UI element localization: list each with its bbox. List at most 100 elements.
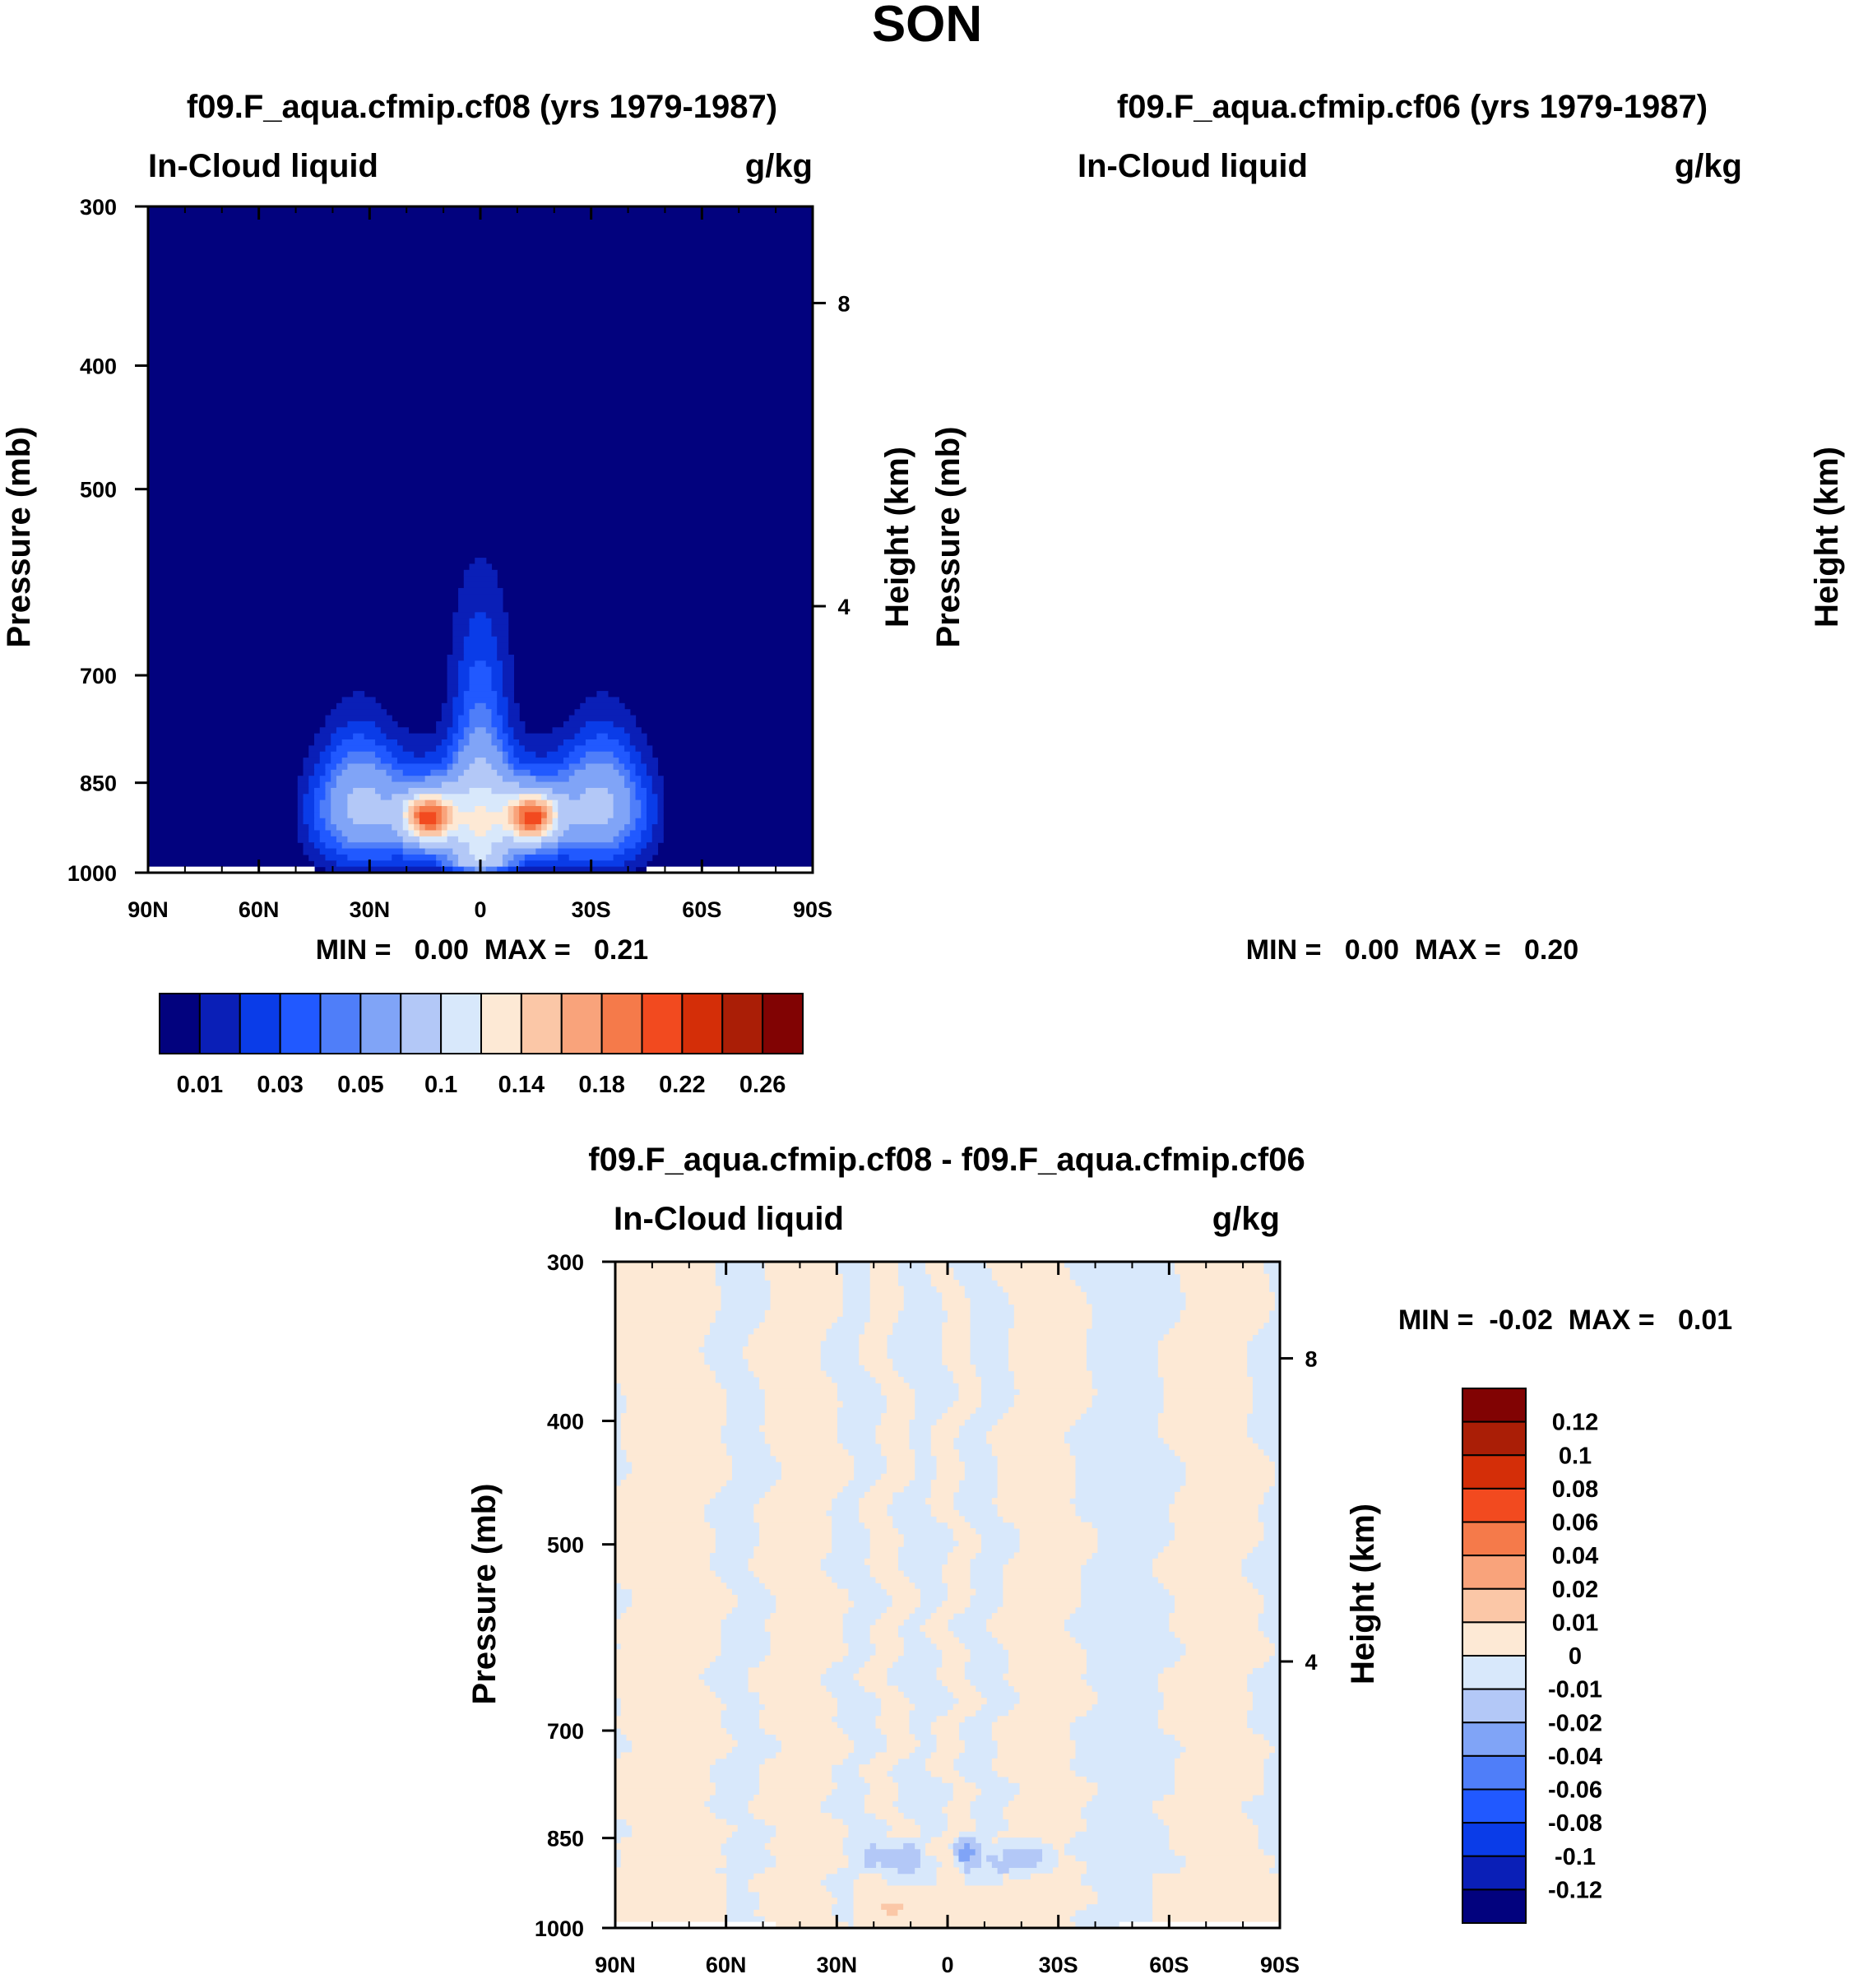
contour-cell	[615, 1498, 711, 1505]
contour-cell	[620, 1698, 721, 1705]
x-tick-label: 0	[941, 1953, 953, 1977]
colorbar-swatch	[641, 993, 684, 1054]
contour-cell	[764, 1437, 837, 1444]
colorbar-swatch	[1462, 1587, 1527, 1624]
contour-cell	[491, 763, 509, 771]
contour-cell	[424, 751, 448, 758]
contour-cell	[875, 1431, 910, 1439]
contour-cell	[458, 776, 503, 783]
contour-cell	[859, 1680, 888, 1687]
contour-cell	[419, 824, 426, 832]
contour-cell	[753, 1795, 827, 1801]
left-label: In-Cloud liquid	[148, 148, 378, 184]
contour-cell	[930, 1637, 960, 1644]
contour-cell	[881, 1449, 915, 1457]
contour-cell	[452, 697, 465, 704]
contour-cell	[930, 1273, 954, 1281]
contour-cell	[897, 1909, 1076, 1916]
contour-cell	[1052, 1867, 1087, 1874]
contour-cell	[1008, 1649, 1087, 1657]
contour-cell	[558, 854, 570, 861]
contour-cell	[770, 1643, 849, 1650]
contour-cell	[1013, 1304, 1092, 1311]
colorbar-swatch	[279, 993, 322, 1054]
contour-cell	[1169, 1328, 1258, 1335]
contour-cell	[1013, 1383, 1092, 1390]
contour-cell	[991, 1443, 1070, 1450]
contour-cell	[997, 1467, 1076, 1475]
left-label: In-Cloud liquid	[1078, 148, 1308, 184]
contour-cell	[331, 776, 337, 783]
contour-cell	[414, 751, 426, 758]
contour-cell	[303, 799, 315, 807]
contour-cell	[585, 697, 619, 704]
contour-cell	[475, 727, 487, 734]
contour-cell	[463, 691, 498, 698]
contour-cell	[491, 618, 509, 625]
contour-cell	[936, 1855, 954, 1862]
contour-cell	[568, 751, 586, 758]
contour-cell	[347, 836, 404, 843]
contour-cell	[781, 1746, 855, 1754]
contour-cell	[402, 806, 410, 813]
contour-cell	[1157, 1716, 1248, 1723]
contour-cell	[325, 818, 331, 825]
contour-cell	[930, 1504, 954, 1511]
y-right-tick-label: 4	[1305, 1650, 1317, 1675]
contour-cell	[469, 684, 493, 692]
contour-cell	[615, 1909, 727, 1916]
contour-cell	[508, 751, 514, 758]
contour-cell	[519, 824, 526, 832]
contour-cell	[759, 1903, 832, 1911]
contour-cell	[615, 1891, 727, 1898]
contour-cell	[475, 702, 487, 710]
contour-cell	[341, 830, 398, 837]
contour-cell	[952, 1788, 981, 1796]
contour-cell	[964, 1867, 971, 1874]
contour-cell	[297, 836, 309, 843]
contour-cell	[626, 1406, 727, 1414]
contour-cell	[615, 1516, 705, 1523]
contour-cell	[759, 1691, 832, 1698]
contour-cell	[875, 1691, 904, 1698]
contour-cell	[942, 1352, 971, 1360]
contour-cell	[759, 1322, 832, 1329]
contour-cell	[764, 1316, 837, 1323]
contour-cell	[1008, 1661, 1087, 1668]
right-label: g/kg	[745, 148, 813, 184]
contour-cell	[859, 1504, 888, 1511]
contour-cell	[864, 1522, 893, 1529]
contour-cell	[325, 854, 348, 861]
contour-cell	[770, 1637, 843, 1644]
contour-cell	[491, 733, 498, 740]
contour-cell	[892, 1601, 920, 1608]
contour-cell	[997, 1509, 1076, 1517]
colorbar-swatch	[1462, 1722, 1527, 1757]
contour-cell	[764, 1867, 837, 1874]
contour-cell	[319, 781, 327, 789]
contour-cell	[869, 1624, 898, 1632]
contour-cell	[1180, 1740, 1270, 1747]
contour-cell	[1013, 1522, 1092, 1529]
contour-cell	[524, 860, 625, 868]
contour-cell	[886, 1467, 915, 1475]
contour-cell	[558, 836, 614, 843]
contour-cell	[626, 1734, 732, 1741]
contour-cell	[447, 818, 453, 825]
contour-cell	[615, 1716, 721, 1723]
contour-cell	[491, 679, 503, 686]
colorbar-swatch	[1462, 1822, 1527, 1857]
contour-cell	[748, 1685, 827, 1693]
contour-cell	[886, 1395, 915, 1402]
contour-cell	[991, 1613, 1070, 1620]
contour-cell	[864, 1795, 898, 1801]
contour-cell	[615, 1680, 705, 1687]
contour-cell	[615, 1346, 699, 1354]
colorbar-label: 0.01	[1552, 1610, 1598, 1636]
contour-cell	[997, 1280, 1076, 1287]
contour-cell	[419, 812, 437, 819]
contour-cell	[942, 1291, 965, 1299]
contour-cell	[463, 654, 498, 661]
contour-cell	[524, 824, 536, 832]
contour-cell	[574, 745, 625, 753]
